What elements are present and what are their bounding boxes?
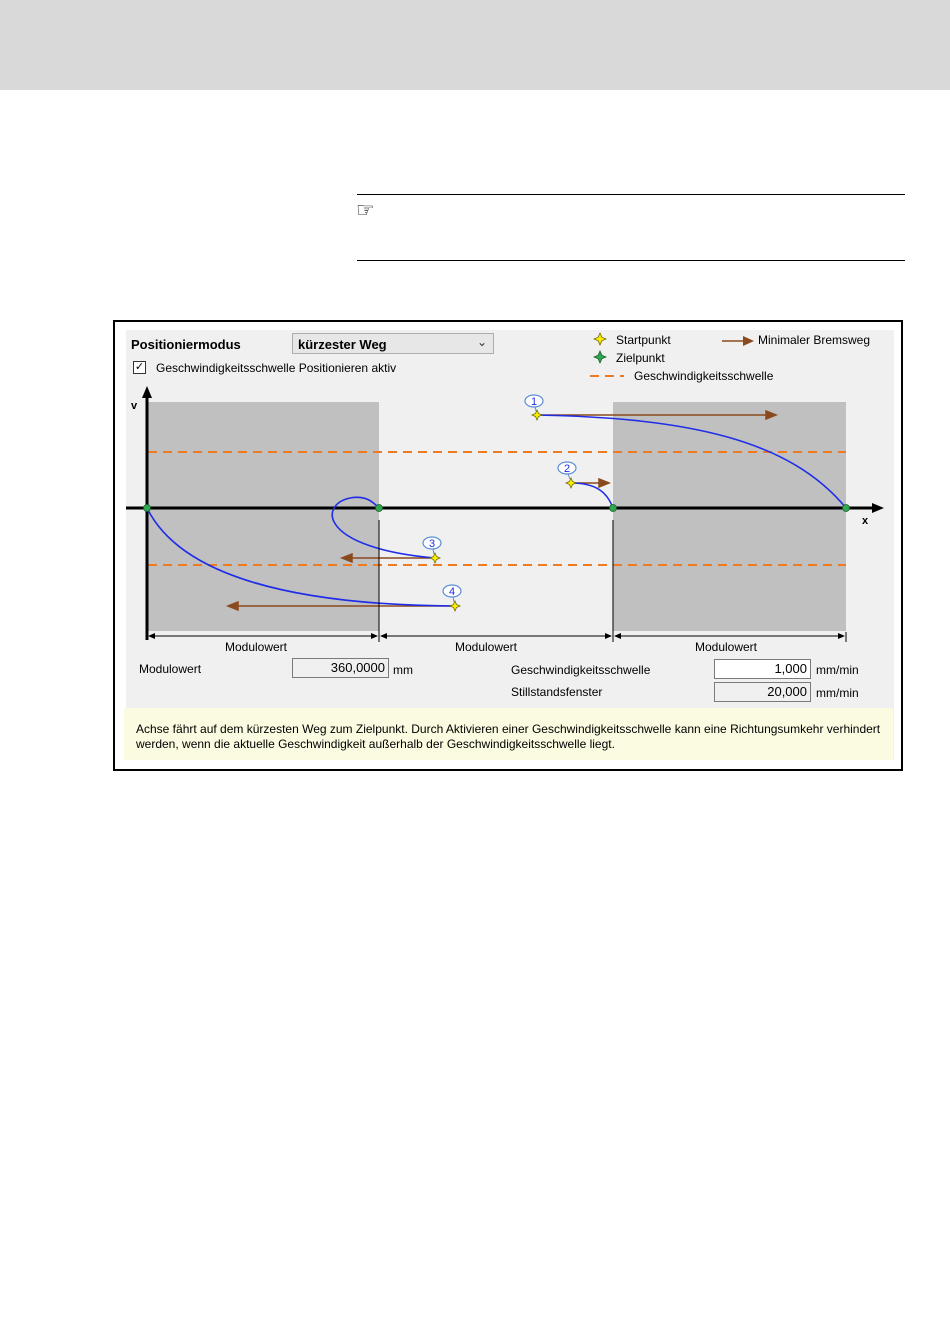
- marker-4-label: 4: [449, 586, 455, 598]
- marker-3: 3: [422, 536, 442, 555]
- mode-label: Positioniermodus: [131, 337, 241, 352]
- legend-brake-label: Minimaler Bremsweg: [758, 333, 871, 347]
- target-point-1080: [842, 504, 850, 512]
- brake-arrow-2-head: [598, 477, 612, 489]
- motion-curve-2: [570, 482, 614, 509]
- pointing-hand-icon: ☞: [356, 199, 375, 222]
- threshold-checkbox[interactable]: ✓: [133, 361, 146, 374]
- info-box: [124, 708, 893, 760]
- brake-arrow-4-head: [225, 600, 239, 612]
- page-header-band: [0, 0, 950, 90]
- standstill-value-field[interactable]: 20,000: [714, 682, 811, 702]
- x-axis-arrowhead: [872, 503, 884, 513]
- legend-brake-arrow-icon: [743, 336, 754, 346]
- marker-4: 4: [442, 584, 462, 603]
- segment-label-3: Modulowert: [695, 640, 758, 654]
- start-point-1: [530, 408, 544, 422]
- motion-curve-3: [331, 496, 436, 559]
- marker-3-label: 3: [429, 538, 435, 550]
- note-bottom-rule: [357, 260, 905, 261]
- standstill-label: Stillstandsfenster: [511, 685, 603, 699]
- x-axis-label: x: [862, 515, 869, 527]
- threshold-label: Geschwindigkeitsschwelle: [511, 663, 651, 677]
- marker-1: 1: [524, 394, 544, 412]
- legend-start-label: Startpunkt: [616, 333, 671, 347]
- mode-dropdown[interactable]: kürzester Weg ⌄: [292, 333, 494, 354]
- modulo-area-left: [148, 402, 379, 631]
- target-point-720: [609, 504, 617, 512]
- positioning-diagram: v x 1: [126, 331, 884, 654]
- marker-2: 2: [557, 461, 577, 480]
- segment-label-1: Modulowert: [225, 640, 288, 654]
- legend-target-icon: [592, 349, 608, 365]
- modulo-area-right: [613, 402, 846, 631]
- modulo-value-field[interactable]: 360,0000: [292, 658, 389, 678]
- legend-target-label: Zielpunkt: [616, 351, 665, 365]
- modulo-unit: mm: [393, 663, 413, 677]
- mode-dropdown-value: kürzester Weg: [298, 337, 387, 352]
- start-point-4: [448, 599, 462, 613]
- standstill-unit: mm/min: [816, 686, 859, 700]
- start-point-2: [564, 476, 578, 490]
- chevron-down-icon: ⌄: [476, 335, 487, 349]
- v-axis-label: v: [131, 400, 138, 412]
- segment-label-2: Modulowert: [455, 640, 518, 654]
- legend-threshold-label: Geschwindigkeitsschwelle: [634, 369, 774, 383]
- marker-2-label: 2: [564, 463, 570, 475]
- info-text: Achse fährt auf dem kürzesten Weg zum Zi…: [136, 722, 881, 751]
- threshold-unit: mm/min: [816, 663, 859, 677]
- modulo-label: Modulowert: [139, 662, 202, 676]
- motion-curve-1: [536, 414, 847, 509]
- motion-curve-4: [146, 507, 456, 607]
- target-point-360: [375, 504, 383, 512]
- target-point-0: [143, 504, 151, 512]
- start-point-3: [428, 551, 442, 565]
- marker-1-label: 1: [531, 396, 537, 408]
- note-top-rule: [357, 194, 905, 195]
- v-axis-arrowhead: [142, 386, 152, 398]
- brake-arrow-3-head: [339, 552, 353, 564]
- brake-arrow-1-head: [765, 409, 779, 421]
- threshold-checkbox-label: Geschwindigkeitsschwelle Positionieren a…: [156, 361, 397, 375]
- threshold-value-field[interactable]: 1,000: [714, 659, 811, 679]
- legend-start-icon: [592, 331, 608, 347]
